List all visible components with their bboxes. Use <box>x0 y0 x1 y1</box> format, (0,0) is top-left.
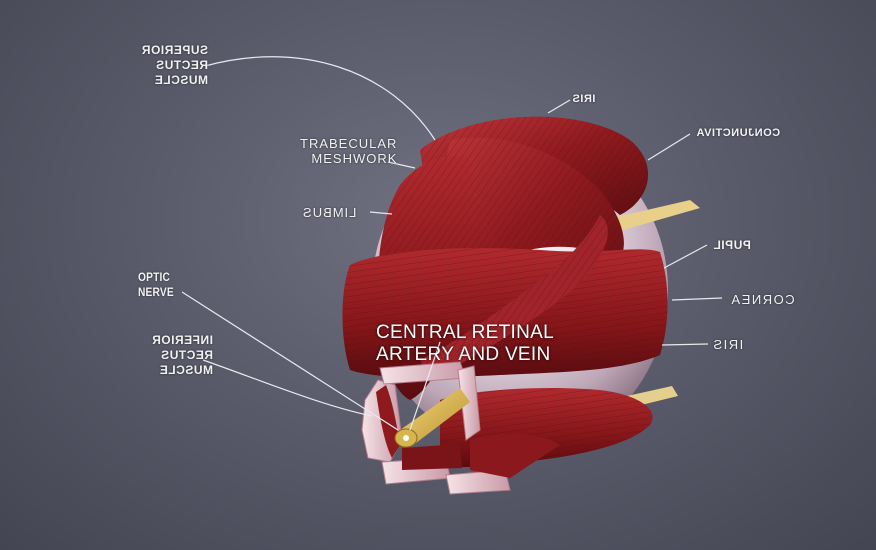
leader-inferior-rectus <box>202 359 373 417</box>
label-iris-top-text: IRIS <box>572 93 596 105</box>
label-iris-top: IRIS <box>572 92 595 107</box>
label-superior-rectus: SUPERIOR RECTUS MUSCLE <box>128 43 208 88</box>
label-pupil-text: PUPIL <box>713 238 751 252</box>
label-central-retinal-line2: ARTERY AND VEIN <box>376 344 551 365</box>
leader-central-retinal <box>409 341 441 431</box>
label-optic-nerve: OPTIC NERVE <box>138 270 174 300</box>
leader-pupil <box>663 244 708 269</box>
label-inferior-rectus-line3: MUSCLE <box>159 363 213 377</box>
label-trabecular-line1: TRABECULAR <box>300 136 398 151</box>
leader-cornea <box>671 297 723 301</box>
label-limbus-text: LIMBUS <box>302 205 357 220</box>
label-superior-rectus-line3: MUSCLE <box>154 73 208 87</box>
optic-nerve <box>400 388 470 446</box>
leader-iris <box>661 343 709 346</box>
label-inferior-rectus-line1: INFERIOR <box>151 333 213 347</box>
label-conjunctiva: CONJUNCTIVA <box>696 126 780 141</box>
tendon-annulus-right <box>457 365 481 441</box>
label-trabecular-meshwork: TRABECULAR MESHWORK <box>300 136 397 166</box>
label-limbus: LIMBUS <box>302 205 356 220</box>
central-retinal-vessel-point <box>403 435 409 441</box>
label-conjunctiva-text: CONJUNCTIVA <box>696 127 781 139</box>
label-pupil: PUPIL <box>713 238 751 253</box>
leader-iris-top <box>547 99 571 114</box>
leader-optic-nerve <box>181 291 399 431</box>
label-central-retinal-artery-vein: CENTRAL RETINAL ARTERY AND VEIN <box>376 322 554 366</box>
label-trabecular-line2: MESHWORK <box>311 151 398 166</box>
label-central-retinal-line1: CENTRAL RETINAL <box>376 322 554 343</box>
label-superior-rectus-line2: RECTUS <box>155 58 208 72</box>
label-cornea: CORNEA <box>730 292 795 307</box>
label-optic-nerve-line2: NERVE <box>138 285 174 299</box>
leader-superior-rectus <box>204 56 436 141</box>
label-cornea-text: CORNEA <box>730 292 795 307</box>
leader-trabecular <box>387 161 416 169</box>
label-superior-rectus-line1: SUPERIOR <box>141 43 208 57</box>
label-inferior-rectus-line2: RECTUS <box>160 348 213 362</box>
label-iris: IRIS <box>712 337 743 352</box>
label-iris-text: IRIS <box>712 337 744 352</box>
leader-limbus <box>369 211 393 215</box>
leader-lines <box>181 56 723 431</box>
label-inferior-rectus: INFERIOR RECTUS MUSCLE <box>133 333 213 378</box>
leader-conjunctiva <box>647 133 691 161</box>
label-optic-nerve-line1: OPTIC <box>138 270 171 284</box>
oblique-tendon-upper <box>612 200 700 232</box>
